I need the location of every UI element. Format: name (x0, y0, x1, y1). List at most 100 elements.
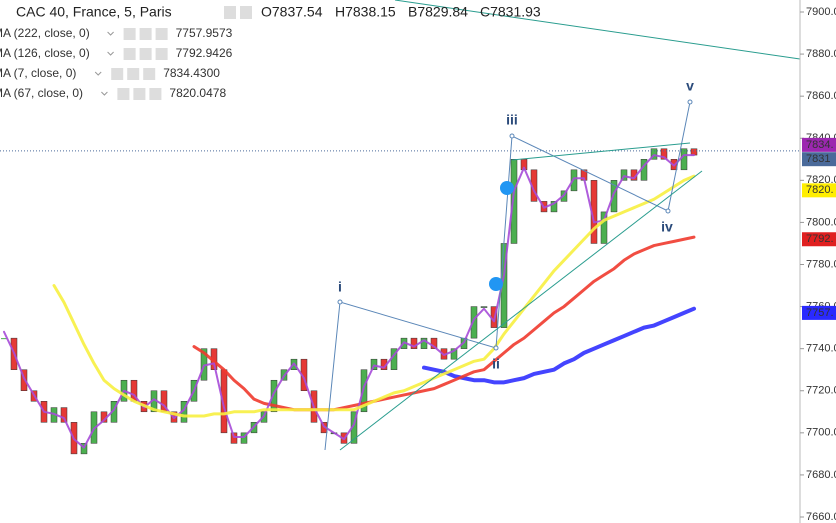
legend-name: MA (67, close, 0) (0, 86, 83, 100)
candle (510, 159, 518, 244)
y-tick-label: 7700.0 (806, 427, 836, 439)
anchor (665, 208, 671, 214)
legend-value: 7834.4300 (163, 66, 220, 80)
legend: MA (222, close, 0) 7757.9573 MA (126, clos… (0, 26, 233, 100)
wave-label: iii (506, 112, 518, 128)
anchor (337, 299, 343, 305)
candle (370, 358, 378, 370)
moving-average (3, 154, 695, 449)
trend-line (394, 0, 801, 60)
legend-icon (155, 28, 168, 40)
candle (470, 306, 478, 339)
legend-caret (101, 91, 108, 96)
legend-caret (94, 71, 102, 76)
legend-name: MA (7, close, 0) (0, 66, 76, 80)
moving-average (52, 174, 696, 418)
wave-label: iv (661, 219, 673, 235)
legend-name: MA (222, close, 0) (0, 26, 90, 40)
y-tick-label: 7900.0 (806, 6, 836, 18)
plot-area (0, 148, 800, 455)
anchor (493, 345, 499, 351)
candle (550, 201, 558, 213)
legend-icon (155, 48, 168, 60)
channel-line (339, 170, 703, 451)
wave-label: v (686, 78, 694, 94)
event-marker[interactable] (500, 181, 514, 195)
candle (480, 306, 488, 308)
candle (360, 369, 368, 413)
y-tick-label: 7780.0 (806, 258, 836, 270)
legend-icon (149, 88, 162, 100)
price-tag (802, 232, 836, 247)
candle (610, 180, 618, 213)
candle (600, 211, 608, 244)
candle (650, 148, 658, 160)
legend-icon (139, 28, 152, 40)
candle (570, 169, 578, 192)
event-markers (489, 181, 514, 291)
legend-icon (139, 48, 152, 60)
wave-label: ii (492, 356, 500, 372)
ohlc-high: H7838.15 (335, 4, 396, 20)
legend-value: 7757.9573 (176, 26, 233, 40)
channel-line (511, 142, 691, 161)
price-tag (802, 152, 836, 167)
moving-average (192, 235, 696, 412)
price-axis: 7660.07680.07700.07720.07740.07760.07780… (800, 6, 836, 523)
y-tick-label: 7740.0 (806, 343, 836, 355)
candle (240, 432, 248, 444)
moving-average (422, 306, 696, 385)
price-tag-label: 7792. (806, 233, 834, 245)
candle (680, 148, 688, 171)
ohlc-close: C7831.93 (480, 4, 541, 20)
legend-icon (133, 88, 146, 100)
price-tag (802, 183, 836, 198)
y-tick-label: 7880.0 (806, 48, 836, 60)
y-tick-label: 7680.0 (806, 469, 836, 481)
legend-icon (117, 88, 130, 100)
candle (80, 443, 88, 455)
event-marker[interactable] (489, 277, 503, 291)
candle (450, 348, 458, 360)
price-tags: 7834. 7831 7820. 7792. 7757. (802, 137, 836, 320)
wave-path (324, 101, 691, 451)
candle (230, 432, 238, 444)
legend-icon (123, 48, 136, 60)
candle (270, 379, 278, 413)
price-tag (802, 305, 836, 320)
anchor (687, 99, 693, 105)
candle (20, 369, 28, 392)
legend-name: MA (126, close, 0) (0, 46, 90, 60)
legend-caret (107, 31, 114, 36)
y-tick-label: 7720.0 (806, 385, 836, 397)
chart-title: CAC 40, France, 5, Paris (16, 4, 172, 20)
y-tick-label: 7800.0 (806, 216, 836, 228)
candle (60, 407, 68, 423)
y-tick-label: 7660.0 (806, 511, 836, 523)
price-tag-label: 7757. (806, 307, 834, 319)
candle (660, 148, 668, 160)
legend-value: 7820.0478 (169, 86, 226, 100)
wave-label: i (338, 279, 342, 295)
price-tag-label: 7831 (806, 153, 830, 165)
candle (420, 337, 428, 349)
anchor (509, 133, 515, 139)
candle (620, 169, 628, 181)
ohlc-low: B7829.84 (408, 4, 468, 20)
legend-icon (111, 68, 124, 80)
y-tick-label: 7820.0 (806, 174, 836, 186)
legend-icon (143, 68, 156, 80)
candle (1, 338, 7, 340)
header-bg (0, 2, 5, 22)
y-tick-label: 7860.0 (806, 90, 836, 102)
legend-value: 7792.9426 (176, 46, 233, 60)
legend-caret (107, 51, 114, 56)
candle (410, 337, 418, 349)
ohlc-open: O7837.54 (261, 4, 323, 20)
legend-icon (127, 68, 140, 80)
price-tag (802, 137, 836, 152)
drawings (324, 0, 801, 451)
header-icons (224, 6, 252, 19)
